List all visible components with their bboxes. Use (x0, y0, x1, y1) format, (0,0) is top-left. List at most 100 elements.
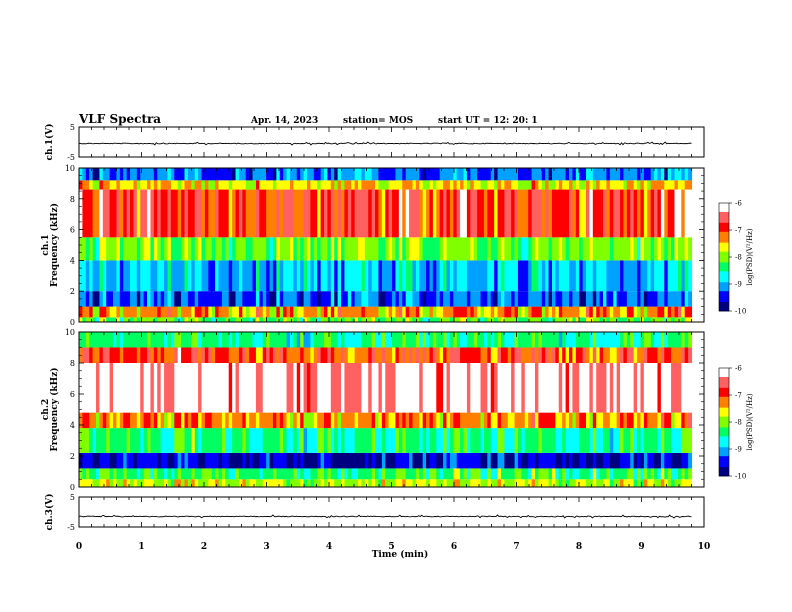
spectrogram-cell (300, 180, 305, 190)
spectrogram-cell (289, 168, 294, 181)
spectrogram-cell (415, 317, 420, 322)
spectrogram-cell (177, 291, 182, 307)
spectrogram-cell (449, 412, 454, 429)
spectrogram-cell (187, 468, 192, 480)
y-tick-label: 8 (70, 359, 75, 368)
spectrogram-cell (630, 479, 635, 487)
spectrogram-cell (473, 412, 478, 429)
spectrogram-cell (79, 317, 83, 322)
spectrogram-cell (623, 468, 628, 480)
spectrogram-cell (415, 180, 420, 190)
spectrogram-cell (480, 168, 485, 181)
colorbar-tick-label: -6 (735, 365, 742, 373)
spectrogram-cell (586, 237, 591, 261)
spectrogram-cell (221, 363, 226, 413)
spectrogram-cell (255, 347, 260, 363)
spectrogram-cell (204, 168, 209, 181)
spectrogram-cell (296, 468, 301, 480)
spectrogram-cell (283, 317, 288, 322)
spectrogram-cell (640, 260, 645, 292)
spectrogram-cell (596, 260, 601, 292)
spectrogram-cell (119, 468, 124, 480)
spectrogram-cell (272, 452, 277, 469)
spectrogram-cell (218, 237, 223, 261)
spectrogram-cell (283, 468, 288, 480)
spectrogram-cell (378, 306, 383, 318)
spectrogram-cell (252, 168, 257, 181)
spectrogram-cell (436, 180, 441, 190)
spectrogram-cell (664, 237, 669, 261)
spectrogram-cell (643, 168, 648, 181)
spectrogram-cell (589, 237, 594, 261)
spectrogram-cell (599, 317, 604, 322)
spectrogram-cell (337, 189, 342, 238)
spectrogram-cell (415, 452, 420, 469)
spectrogram-cell (347, 180, 352, 190)
spectrogram-cell (153, 317, 158, 322)
spectrogram-cell (249, 347, 254, 363)
spectrogram-cell (191, 428, 196, 453)
spectrogram-cell (116, 317, 121, 322)
spectrogram-cell (228, 168, 233, 181)
spectrogram-cell (255, 468, 260, 480)
spectrogram-cell (439, 237, 444, 261)
spectrogram-cell (456, 363, 461, 413)
spectrogram-cell (654, 306, 659, 318)
spectrogram-cell (650, 428, 655, 453)
spectrogram-cell (361, 317, 366, 322)
spectrogram-cell (470, 428, 475, 453)
spectrogram-cell (620, 347, 625, 363)
spectrogram-cell (395, 291, 400, 307)
spectrogram-cell (497, 306, 502, 318)
spectrogram-cell (589, 479, 594, 487)
spectrogram-cell (208, 189, 213, 238)
spectrogram-cell (572, 260, 577, 292)
spectrogram-cell (317, 317, 322, 322)
spectrogram-cell (245, 363, 250, 413)
spectrogram-cell (143, 260, 148, 292)
spectrogram-cell (232, 363, 237, 413)
colorbar-cell (719, 278, 729, 281)
spectrogram-cell (317, 468, 322, 480)
spectrogram-cell (85, 291, 90, 307)
spectrogram-cell (599, 363, 604, 413)
waveform-trace (78, 141, 692, 146)
spectrogram-cell (354, 260, 359, 292)
spectrogram-cell (99, 260, 104, 292)
spectrogram-cell (92, 468, 97, 480)
colorbar-cell (719, 396, 729, 399)
spectrogram-cell (341, 347, 346, 363)
spectrogram-cell (283, 189, 288, 238)
spectrogram-cell (150, 168, 155, 181)
spectrogram-cell (300, 363, 305, 413)
spectrogram-cell (252, 479, 257, 487)
spectrogram-cell (194, 468, 199, 480)
spectrogram-cell (626, 347, 631, 363)
spectrogram-cell (385, 363, 390, 413)
spectrogram-cell (551, 479, 556, 487)
spectrogram-cell (483, 468, 488, 480)
spectrogram-cell (511, 479, 516, 487)
spectrogram-cell (497, 347, 502, 363)
spectrogram-cell (562, 189, 567, 238)
spectrogram-cell (575, 306, 580, 318)
spectrogram-cell (647, 306, 652, 318)
spectrogram-cell (586, 168, 591, 181)
spectrogram-cell (647, 468, 652, 480)
spectrogram-cell (446, 332, 451, 348)
spectrogram-cell (500, 260, 505, 292)
colorbar-tick-label: -9 (735, 446, 742, 454)
spectrogram-cell (558, 428, 563, 453)
spectrogram-cell (538, 363, 543, 413)
spectrogram-cell (317, 479, 322, 487)
colorbar-cell (719, 454, 729, 457)
waveform-panel-ch1: 5-5ch.1(V) (44, 123, 705, 162)
spectrogram-cell (466, 468, 471, 480)
spectrogram-cell (395, 317, 400, 322)
spectrogram-cell (398, 291, 403, 307)
spectrogram-cell (334, 363, 339, 413)
spectrogram-cell (562, 260, 567, 292)
spectrogram-cell (388, 347, 393, 363)
spectrogram-cell (613, 347, 618, 363)
